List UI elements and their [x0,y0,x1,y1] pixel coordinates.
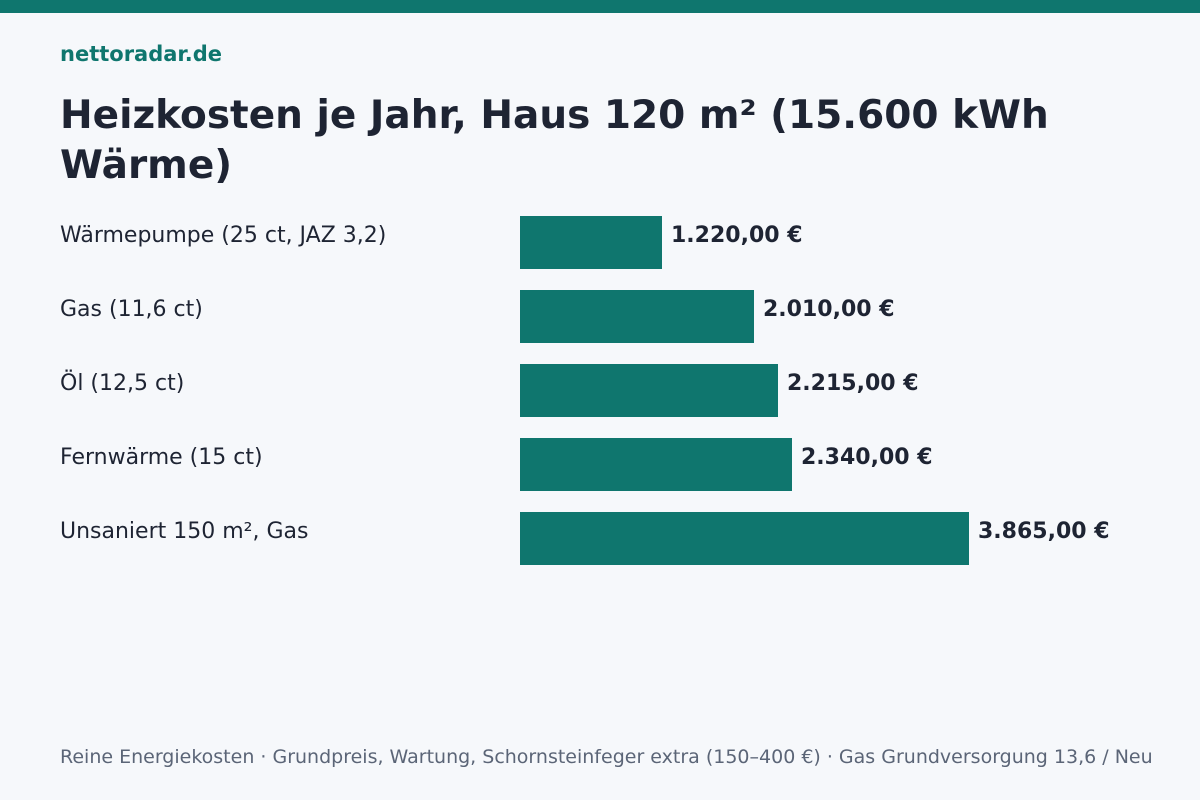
brand-logo-text[interactable]: nettoradar.de [60,42,223,66]
bar [520,290,754,343]
footer-note: Reine Energiekosten · Grundpreis, Wartun… [60,746,1153,768]
value-label: 2.215,00 € [787,371,919,396]
category-label: Wärmepumpe (25 ct, JAZ 3,2) [60,223,386,248]
bar [520,512,969,565]
category-label: Öl (12,5 ct) [60,370,184,396]
value-label: 2.010,00 € [763,297,895,322]
bar [520,216,662,269]
category-label: Unsaniert 150 m², Gas [60,519,308,544]
top-accent-bar [0,0,1200,13]
category-label: Gas (11,6 ct) [60,297,203,322]
value-label: 1.220,00 € [671,223,803,248]
chart-title: Heizkosten je Jahr, Haus 120 m² (15.600 … [60,93,1049,188]
bar [520,364,778,417]
category-label: Fernwärme (15 ct) [60,445,263,470]
value-label: 3.865,00 € [978,519,1110,544]
bar [520,438,792,491]
value-label: 2.340,00 € [801,445,933,470]
